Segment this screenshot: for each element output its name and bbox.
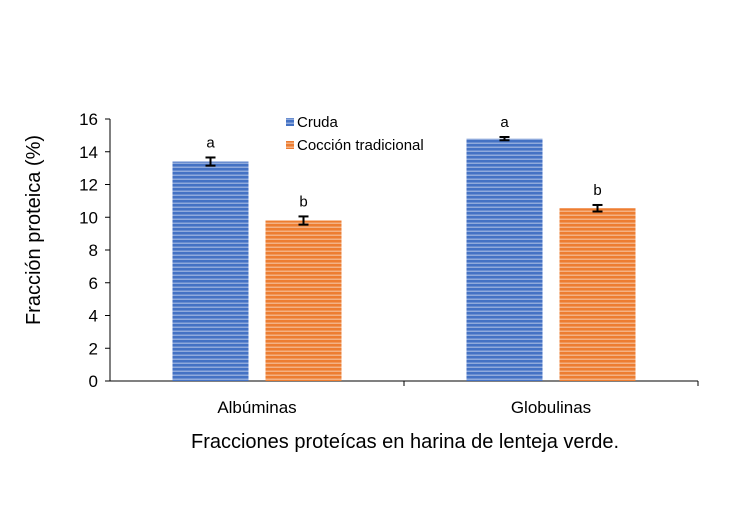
y-tick-label: 0 (89, 372, 98, 391)
bar (466, 138, 543, 381)
significance-label: a (500, 114, 509, 131)
legend-label-coccion: Cocción tradicional (297, 137, 424, 154)
legend-swatch-coccion (286, 141, 294, 149)
significance-label: b (593, 182, 601, 199)
y-ticks: 0 2 4 6 8 10 12 14 16 (79, 110, 110, 391)
legend: Cruda Cocción tradicional (286, 114, 424, 154)
bar (172, 161, 249, 381)
bar (559, 208, 636, 381)
legend-swatch-cruda (286, 118, 294, 126)
y-tick-label: 4 (89, 307, 98, 326)
bar (265, 220, 342, 381)
y-tick-label: 8 (89, 241, 98, 260)
y-tick-label: 14 (79, 143, 98, 162)
significance-label: b (299, 193, 307, 210)
y-tick-label: 2 (89, 339, 98, 358)
bars: a b a b (172, 114, 636, 381)
y-tick-label: 10 (79, 208, 98, 227)
y-tick-label: 12 (79, 176, 98, 195)
category-labels: Albúminas Globulinas (217, 398, 591, 417)
x-axis-title: Fracciones proteícas en harina de lentej… (191, 431, 619, 453)
y-axis-title: Fracción proteica (%) (23, 135, 45, 325)
category-label: Albúminas (217, 398, 296, 417)
x-axis (110, 380, 699, 386)
category-label: Globulinas (511, 398, 591, 417)
legend-label-cruda: Cruda (297, 114, 339, 131)
y-tick-label: 16 (79, 110, 98, 129)
significance-label: a (206, 134, 215, 151)
y-tick-label: 6 (89, 274, 98, 293)
